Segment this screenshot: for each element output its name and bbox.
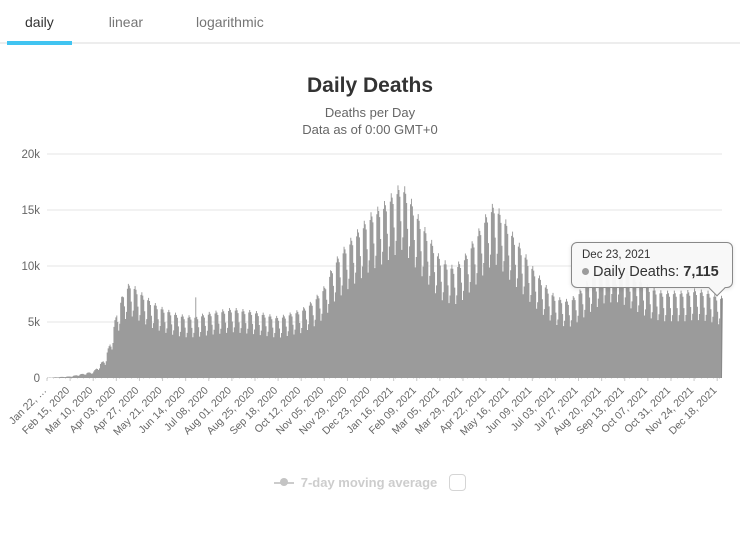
chart-data-as-of: Data as of 0:00 GMT+0 xyxy=(302,122,438,137)
hovered-bar[interactable] xyxy=(721,298,722,378)
moving-average-checkbox[interactable] xyxy=(449,474,467,491)
chart-tooltip: Dec 23, 2021 Daily Deaths: 7,115 xyxy=(571,242,733,288)
y-axis-label: 5k xyxy=(28,317,40,329)
tooltip-date: Dec 23, 2021 xyxy=(582,249,651,261)
chart-tabbar: daily linear logarithmic xyxy=(0,0,740,45)
tab-daily[interactable]: daily xyxy=(7,2,72,45)
y-axis-label: 20k xyxy=(21,149,40,161)
legend-label: 7-day moving average xyxy=(300,475,438,490)
daily-deaths-bars[interactable] xyxy=(47,185,723,378)
y-axis-label: 15k xyxy=(21,205,40,217)
chart-title: Daily Deaths xyxy=(306,74,434,97)
legend-item-7day-moving-average[interactable]: 7-day moving average xyxy=(273,475,438,490)
y-axis-label: 10k xyxy=(21,261,40,273)
tab-linear[interactable]: linear xyxy=(108,14,144,30)
chart-legend: 7-day moving average xyxy=(0,474,740,491)
line-marker-icon xyxy=(273,478,294,487)
tooltip-value: 7,115 xyxy=(683,264,719,280)
tab-logarithmic[interactable]: logarithmic xyxy=(196,14,264,30)
y-axis-label: 0 xyxy=(34,373,40,385)
tooltip-series-row: Daily Deaths: 7,115 xyxy=(582,264,722,280)
series-marker-dot-icon xyxy=(582,268,589,275)
tooltip-series-label: Daily Deaths: xyxy=(593,264,680,280)
chart-subtitle: Deaths per Day xyxy=(324,105,416,120)
